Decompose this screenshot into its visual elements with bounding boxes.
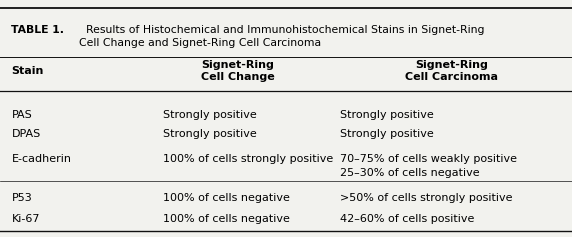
Text: Strongly positive: Strongly positive — [340, 110, 434, 120]
Text: E-cadherin: E-cadherin — [11, 154, 72, 164]
Text: PAS: PAS — [11, 110, 32, 120]
Text: 100% of cells strongly positive: 100% of cells strongly positive — [163, 154, 333, 164]
Text: Signet-Ring
Cell Change: Signet-Ring Cell Change — [201, 60, 274, 82]
Text: Strongly positive: Strongly positive — [340, 129, 434, 139]
Text: >50% of cells strongly positive: >50% of cells strongly positive — [340, 193, 513, 203]
Text: Strongly positive: Strongly positive — [163, 129, 257, 139]
Text: Stain: Stain — [11, 66, 44, 76]
Text: 70–75% of cells weakly positive
25–30% of cells negative: 70–75% of cells weakly positive 25–30% o… — [340, 154, 517, 178]
Text: DPAS: DPAS — [11, 129, 41, 139]
Text: Strongly positive: Strongly positive — [163, 110, 257, 120]
Text: P53: P53 — [11, 193, 32, 203]
Text: TABLE 1.: TABLE 1. — [11, 25, 65, 35]
Text: 100% of cells negative: 100% of cells negative — [163, 193, 290, 203]
Text: Results of Histochemical and Immunohistochemical Stains in Signet-Ring
Cell Chan: Results of Histochemical and Immunohisto… — [79, 25, 484, 49]
Text: Ki-67: Ki-67 — [11, 214, 40, 224]
Text: 100% of cells negative: 100% of cells negative — [163, 214, 290, 224]
Text: 42–60% of cells positive: 42–60% of cells positive — [340, 214, 475, 224]
Text: Signet-Ring
Cell Carcinoma: Signet-Ring Cell Carcinoma — [406, 60, 498, 82]
